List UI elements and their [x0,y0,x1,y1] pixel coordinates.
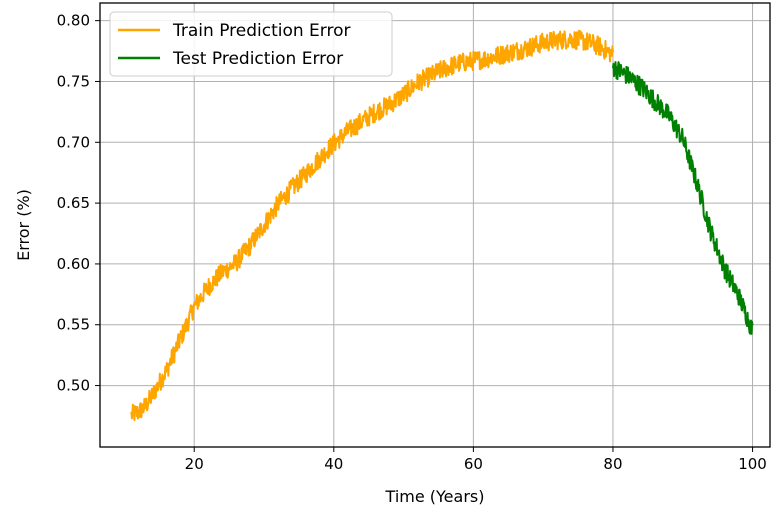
x-tick-label: 60 [464,455,483,473]
legend-label-test: Test Prediction Error [172,49,343,69]
y-axis-label: Error (%) [14,189,33,261]
legend-label-train: Train Prediction Error [172,21,351,41]
y-tick-label: 0.60 [57,255,90,273]
x-tick-label: 100 [738,455,767,473]
x-tick-label: 20 [185,455,204,473]
y-tick-label: 0.75 [57,72,90,90]
y-axis: 0.50 0.55 0.60 0.65 0.70 0.75 0.80 [57,12,100,395]
x-tick-label: 80 [603,455,622,473]
series-layer [130,29,754,422]
series-line-train [130,29,614,422]
y-tick-label: 0.50 [57,377,90,395]
legend-box [109,11,393,77]
y-tick-label: 0.55 [57,316,90,334]
plot-frame [99,2,771,448]
series-line-test [611,61,754,335]
y-tick-label: 0.80 [57,12,90,30]
legend: Train Prediction Error Test Prediction E… [109,11,393,77]
x-tick-label: 40 [324,455,343,473]
y-tick-label: 0.65 [57,194,90,212]
x-axis: 20 40 60 80 100 [185,447,767,473]
x-axis-label: Time (Years) [385,487,485,506]
y-tick-label: 0.70 [57,133,90,151]
